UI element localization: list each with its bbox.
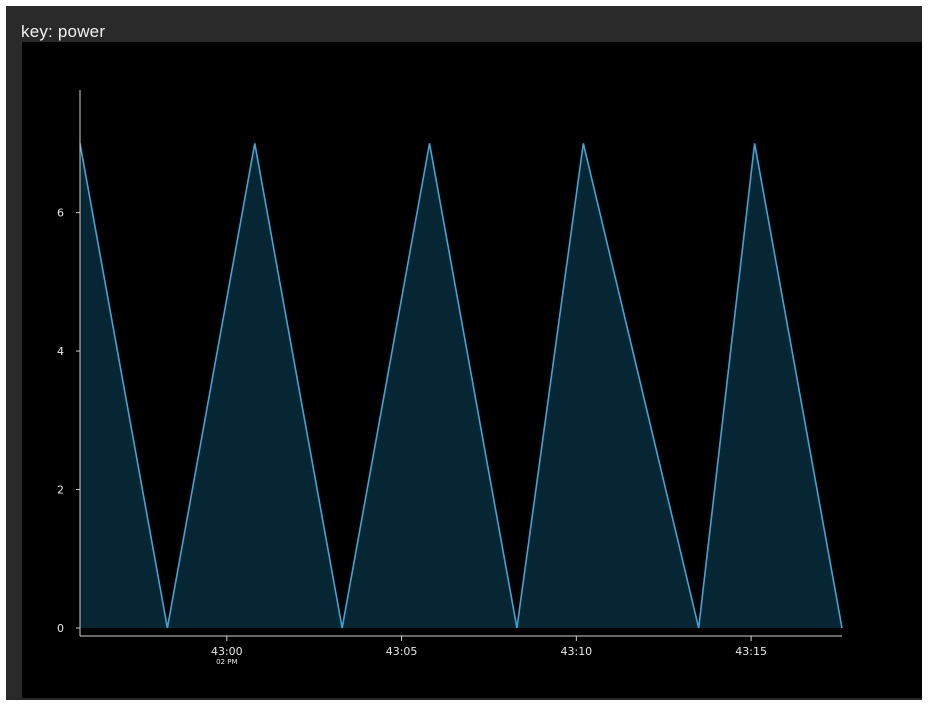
x-tick-sublabel: 02 PM bbox=[216, 658, 237, 666]
x-tick-label: 43:15 bbox=[735, 645, 767, 658]
y-tick-label: 4 bbox=[57, 345, 64, 358]
y-tick-label: 0 bbox=[57, 622, 64, 635]
x-tick-label: 43:05 bbox=[386, 645, 418, 658]
x-tick-label: 43:00 bbox=[211, 645, 243, 658]
series-line bbox=[79, 143, 843, 629]
x-tick-label: 43:10 bbox=[560, 645, 592, 658]
y-tick-label: 6 bbox=[57, 207, 64, 220]
series-area-fill bbox=[80, 143, 842, 628]
panel-title: key: power bbox=[21, 22, 106, 41]
area-layer bbox=[79, 143, 843, 629]
y-tick-label: 2 bbox=[57, 484, 64, 497]
